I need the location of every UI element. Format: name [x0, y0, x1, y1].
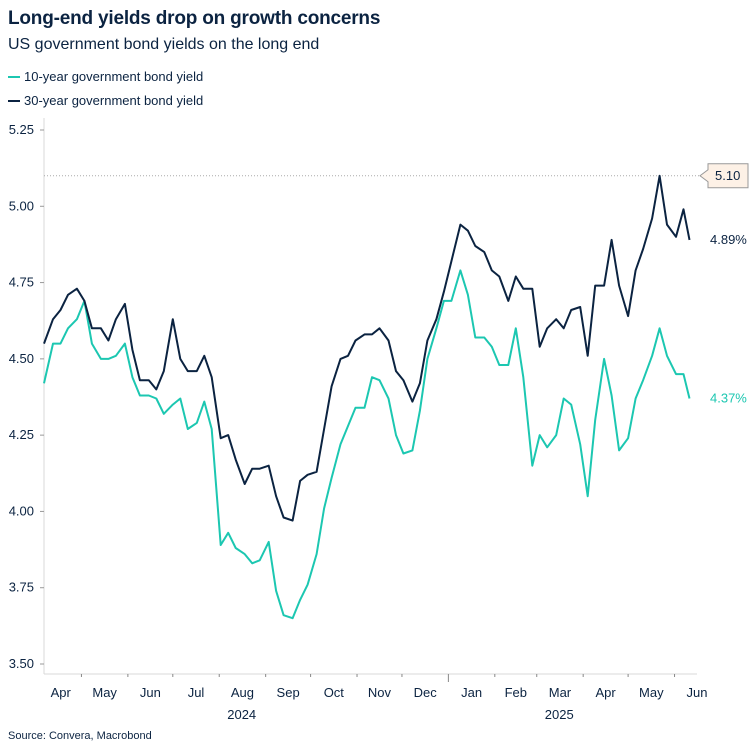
legend-swatch-10y [8, 75, 20, 78]
x-month-label: Nov [368, 685, 392, 700]
y-tick-label: 4.50 [9, 351, 34, 366]
x-month-label: Oct [324, 685, 345, 700]
x-month-label: Jan [461, 685, 482, 700]
x-month-label: Jun [687, 685, 708, 700]
x-month-label: Feb [505, 685, 527, 700]
x-month-label: May [639, 685, 664, 700]
x-month-label: Mar [549, 685, 572, 700]
series-line-10y [43, 269, 691, 620]
chart-title: Long-end yields drop on growth concerns [8, 8, 381, 29]
x-month-label: Sep [277, 685, 300, 700]
x-month-label: Jul [188, 685, 205, 700]
legend-label-10y: 10-year government bond yield [24, 69, 204, 84]
y-tick-label: 4.75 [9, 275, 34, 290]
reference-callout-label: 5.10 [715, 168, 740, 183]
legend-label-30y: 30-year government bond yield [24, 93, 204, 108]
x-year-label: 2025 [545, 707, 574, 722]
y-tick-label: 4.00 [9, 503, 34, 518]
x-month-label: Jun [140, 685, 161, 700]
y-tick-label: 4.25 [9, 427, 34, 442]
end-label-30y: 4.89% [710, 232, 747, 247]
end-label-10y: 4.37% [710, 391, 747, 406]
chart-subtitle: US government bond yields on the long en… [8, 36, 320, 53]
x-month-label: Dec [414, 685, 438, 700]
x-month-label: Apr [596, 685, 617, 700]
y-tick-label: 3.75 [9, 580, 34, 595]
reference-callout-box [699, 163, 749, 189]
legend-item-10y: 10-year government bond yield [8, 69, 203, 84]
y-tick-label: 5.25 [9, 122, 34, 137]
x-month-label: Apr [51, 685, 72, 700]
series-line-30y [43, 174, 691, 522]
legend-item-30y: 30-year government bond yield [8, 93, 203, 108]
x-month-label: Aug [231, 685, 254, 700]
source-note: Source: Convera, Macrobond [8, 730, 152, 742]
y-tick-label: 5.00 [9, 198, 34, 213]
legend-swatch-30y [8, 99, 20, 102]
x-year-label: 2024 [227, 707, 256, 722]
x-month-label: May [92, 685, 117, 700]
y-tick-label: 3.50 [9, 656, 34, 671]
